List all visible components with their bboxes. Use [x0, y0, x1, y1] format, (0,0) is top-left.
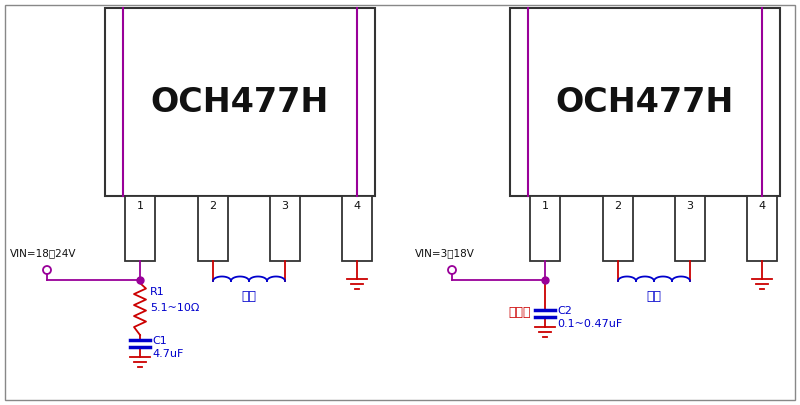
- Bar: [510, 8, 780, 196]
- Text: 1: 1: [137, 201, 143, 211]
- Text: 4.7uF: 4.7uF: [152, 349, 183, 359]
- Text: 可选的: 可选的: [509, 307, 531, 320]
- Bar: [530, 196, 560, 261]
- Text: OCH477H: OCH477H: [556, 85, 734, 119]
- Text: 4: 4: [758, 201, 766, 211]
- Bar: [603, 196, 633, 261]
- Bar: [270, 196, 300, 261]
- Bar: [342, 196, 372, 261]
- Text: 1: 1: [542, 201, 549, 211]
- Bar: [675, 196, 705, 261]
- Bar: [105, 8, 375, 196]
- Text: 0.1~0.47uF: 0.1~0.47uF: [557, 319, 622, 329]
- Text: 5.1~10Ω: 5.1~10Ω: [150, 303, 199, 313]
- Text: 2: 2: [210, 201, 217, 211]
- Text: VIN=3～18V: VIN=3～18V: [415, 248, 475, 258]
- Text: OCH477H: OCH477H: [151, 85, 329, 119]
- Text: 4: 4: [354, 201, 361, 211]
- Bar: [125, 196, 155, 261]
- Text: 2: 2: [614, 201, 622, 211]
- Text: VIN=18～24V: VIN=18～24V: [10, 248, 77, 258]
- Text: R1: R1: [150, 287, 165, 297]
- Text: 3: 3: [282, 201, 289, 211]
- Bar: [747, 196, 777, 261]
- Bar: [198, 196, 228, 261]
- Text: 线圈: 线圈: [242, 290, 257, 303]
- Text: 3: 3: [686, 201, 694, 211]
- Text: 线圈: 线圈: [646, 290, 662, 303]
- Text: C1: C1: [152, 336, 166, 346]
- Text: C2: C2: [557, 306, 572, 316]
